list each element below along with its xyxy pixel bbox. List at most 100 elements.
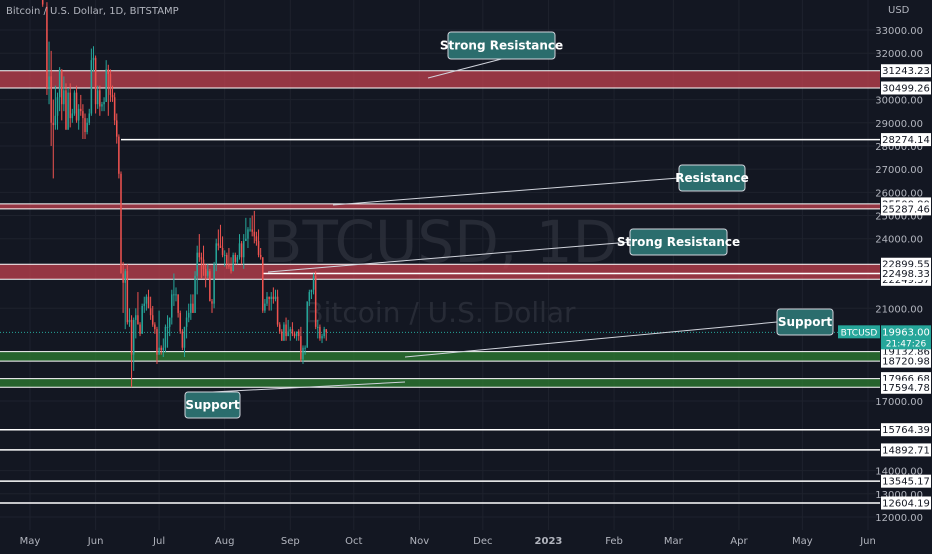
candle: [86, 118, 88, 135]
candle-body: [289, 329, 292, 332]
candle: [181, 329, 184, 351]
candle-body: [285, 324, 287, 337]
candle: [162, 338, 165, 357]
candle-body: [84, 118, 86, 133]
x-tick-label: May: [792, 536, 813, 547]
candle: [75, 85, 78, 123]
candle: [164, 324, 167, 353]
candle: [116, 113, 118, 144]
candle-body: [270, 296, 273, 300]
price-tag-label: 13545.17: [882, 477, 930, 488]
callout-text: Strong Resistance: [617, 235, 740, 249]
annotation-callout[interactable]: Resistance: [332, 164, 749, 206]
candle: [187, 303, 190, 323]
candle: [122, 261, 124, 313]
x-tick-label: Mar: [664, 536, 684, 547]
candle: [202, 245, 205, 276]
x-tick-label: Jun: [859, 536, 876, 547]
annotation-callout[interactable]: Strong Resistance: [427, 31, 563, 79]
resistance-zone[interactable]: [0, 264, 880, 280]
candle-body: [198, 252, 201, 258]
candle: [209, 268, 211, 302]
price-tag-label: 22249.37: [882, 275, 930, 286]
callout-box: [629, 228, 728, 256]
price-tag-label: 17966.68: [882, 374, 930, 385]
candle-body: [48, 76, 50, 88]
candle-body: [262, 257, 264, 311]
price-tag-box: [881, 354, 931, 368]
candle-body: [200, 257, 203, 260]
candle-body: [219, 245, 222, 248]
callout-pointer: [427, 58, 502, 79]
candle: [105, 60, 107, 102]
candle: [156, 326, 158, 364]
candle-body: [217, 243, 220, 246]
candle: [173, 273, 175, 306]
candle-body: [226, 254, 228, 265]
candle: [145, 294, 148, 311]
support-zone[interactable]: [0, 378, 880, 388]
price-tag-label: 30499.26: [882, 83, 930, 94]
candle: [251, 215, 253, 237]
candle-body: [52, 122, 55, 126]
y-tick-label: 29000.00: [875, 119, 923, 130]
price-tag-box: [881, 423, 931, 437]
price-tag-box: [881, 380, 931, 394]
annotation-callout[interactable]: Support: [184, 381, 406, 419]
candle-body: [67, 92, 69, 130]
callout-box: [678, 164, 746, 192]
candle-body: [77, 108, 80, 121]
candle: [158, 310, 160, 355]
candle: [323, 326, 325, 339]
candle: [198, 234, 201, 262]
resistance-zone[interactable]: [0, 203, 880, 209]
candle: [242, 234, 245, 269]
candle-body: [63, 90, 65, 105]
candle: [54, 85, 57, 130]
x-tick-label: Sep: [281, 536, 300, 547]
symbol-tag-label: BTCUSD: [841, 328, 878, 338]
candle-body: [92, 57, 95, 61]
candle-body: [181, 331, 184, 348]
candle-body: [190, 303, 192, 313]
annotation-callout[interactable]: Support: [404, 308, 834, 358]
candle-body: [156, 329, 158, 355]
candle: [278, 322, 281, 334]
candle-body: [228, 264, 230, 267]
candle: [321, 333, 323, 344]
candle: [266, 292, 268, 306]
candle: [310, 289, 313, 300]
candle: [249, 217, 251, 232]
price-tag-label: 25287.46: [882, 204, 930, 215]
candle: [192, 294, 194, 313]
price-tag-label: 15764.39: [882, 425, 930, 436]
candle: [283, 322, 285, 341]
candle-body: [41, 0, 44, 5]
candle: [236, 254, 239, 265]
candle-body: [69, 92, 71, 119]
y-tick-label: 12000.00: [875, 513, 923, 524]
candle-body: [132, 319, 135, 355]
annotation-callout[interactable]: Strong Resistance: [267, 228, 740, 273]
candle-body: [94, 57, 97, 105]
candle-body: [141, 305, 143, 334]
resistance-zone[interactable]: [0, 70, 880, 88]
candle-body: [82, 111, 84, 119]
support-zone[interactable]: [0, 351, 880, 362]
candle-body: [90, 60, 93, 114]
candle: [171, 289, 173, 325]
candle: [56, 92, 59, 130]
candle: [295, 331, 298, 341]
x-tick-label: Apr: [730, 536, 748, 547]
candle: [308, 289, 311, 306]
y-tick-label: 28000.00: [875, 142, 923, 153]
candle-body: [268, 296, 270, 300]
candle-body: [302, 347, 304, 360]
y-tick-label: 30000.00: [875, 96, 923, 107]
candle: [272, 287, 275, 304]
candle: [317, 319, 319, 339]
y-tick-label: 21000.00: [875, 304, 923, 315]
candle-body: [192, 303, 194, 313]
candle: [268, 296, 270, 311]
